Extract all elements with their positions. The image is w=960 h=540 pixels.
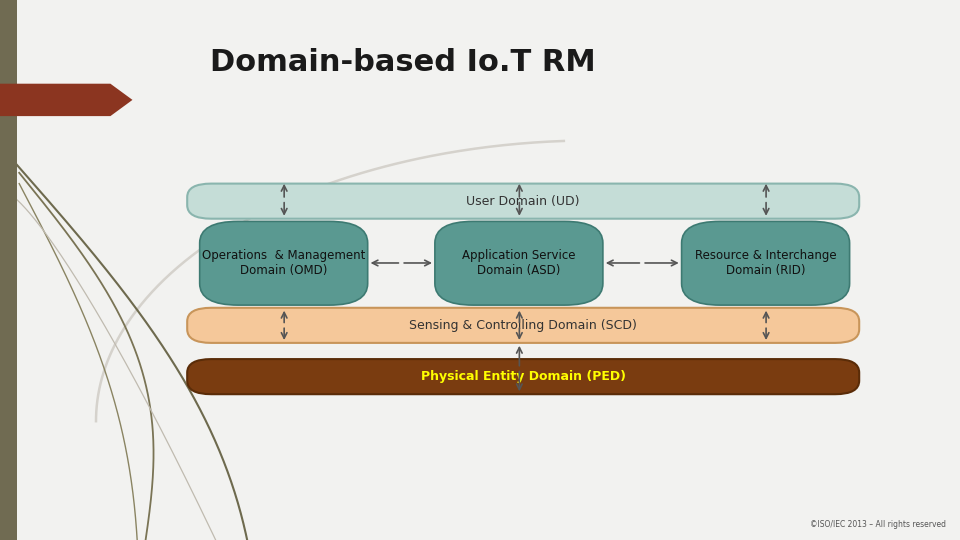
Text: Application Service
Domain (ASD): Application Service Domain (ASD) [462, 249, 576, 277]
Text: Physical Entity Domain (PED): Physical Entity Domain (PED) [420, 370, 626, 383]
Polygon shape [0, 84, 132, 116]
Text: Domain-based Io.T RM: Domain-based Io.T RM [210, 48, 596, 77]
FancyBboxPatch shape [200, 221, 368, 305]
Bar [0, 0, 17, 540]
Text: Operations  & Management
Domain (OMD): Operations & Management Domain (OMD) [202, 249, 366, 277]
FancyBboxPatch shape [435, 221, 603, 305]
FancyBboxPatch shape [682, 221, 850, 305]
FancyBboxPatch shape [187, 184, 859, 219]
FancyBboxPatch shape [187, 308, 859, 343]
Text: Resource & Interchange
Domain (RID): Resource & Interchange Domain (RID) [695, 249, 836, 277]
FancyBboxPatch shape [187, 359, 859, 394]
Text: Sensing & Controlling Domain (SCD): Sensing & Controlling Domain (SCD) [409, 319, 637, 332]
Text: User Domain (UD): User Domain (UD) [467, 194, 580, 208]
Text: ©ISO/IEC 2013 – All rights reserved: ©ISO/IEC 2013 – All rights reserved [809, 520, 946, 529]
